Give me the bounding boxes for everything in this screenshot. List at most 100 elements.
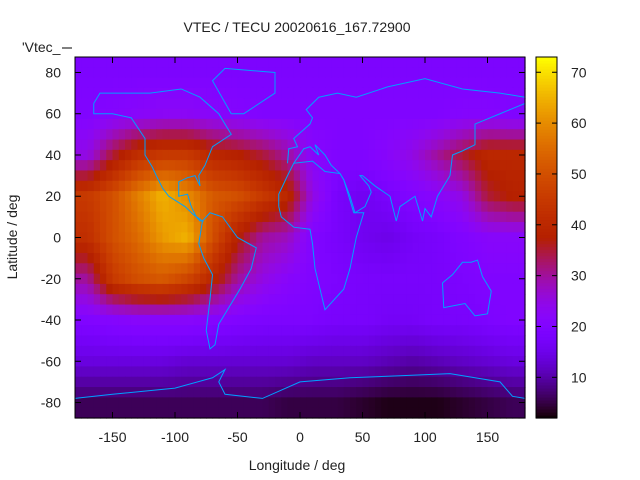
heatmap-cell [400, 356, 407, 368]
heatmap-cell [75, 366, 82, 378]
heatmap-cell [450, 87, 457, 99]
heatmap-cell [225, 149, 232, 161]
heatmap-cell [193, 283, 201, 295]
heatmap-cell [443, 211, 451, 223]
heatmap-cell [206, 87, 214, 99]
heatmap-cell [412, 263, 420, 275]
heatmap-cell [137, 129, 145, 141]
heatmap-cell [131, 191, 139, 202]
colorbar-segment [536, 330, 557, 335]
heatmap-cell [356, 242, 364, 254]
heatmap-cell [387, 345, 395, 357]
heatmap-cell [100, 191, 107, 202]
heatmap-cell [275, 294, 282, 306]
heatmap-cell [456, 283, 464, 295]
heatmap-cell [462, 335, 470, 347]
heatmap-cell [468, 376, 476, 388]
colorbar-segment [536, 198, 557, 202]
heatmap-cell [500, 314, 507, 326]
heatmap-cell [231, 180, 239, 192]
heatmap-cell [162, 98, 170, 110]
heatmap-cell [437, 149, 445, 161]
heatmap-cell [268, 273, 276, 285]
heatmap-cell [93, 201, 101, 213]
heatmap-cell [418, 87, 426, 99]
heatmap-cell [356, 67, 364, 79]
heatmap-cell [256, 201, 264, 213]
heatmap-cell [325, 129, 332, 141]
heatmap-cell [150, 77, 157, 89]
heatmap-cell [218, 387, 226, 398]
heatmap-cell [306, 397, 314, 409]
heatmap-cell [418, 57, 426, 68]
heatmap-cell [212, 160, 220, 172]
heatmap-cell [481, 325, 489, 337]
heatmap-cell [93, 283, 101, 295]
heatmap-cell [200, 108, 207, 120]
heatmap-cell [331, 160, 339, 172]
heatmap-cell [468, 232, 476, 244]
heatmap-cell [256, 283, 264, 295]
heatmap-cell [331, 304, 339, 316]
heatmap-cell [193, 356, 201, 368]
heatmap-cell [400, 201, 407, 213]
heatmap-cell [356, 387, 364, 398]
heatmap-cell [337, 191, 345, 202]
heatmap-cell [418, 170, 426, 182]
heatmap-cell [425, 263, 432, 275]
heatmap-cell [506, 252, 514, 264]
heatmap-cell [387, 118, 395, 130]
heatmap-cell [118, 232, 126, 244]
heatmap-cell [331, 118, 339, 130]
heatmap-cell [318, 273, 326, 285]
heatmap-cell [187, 407, 195, 419]
heatmap-cell [331, 180, 339, 192]
heatmap-cell [412, 77, 420, 89]
heatmap-cell [356, 57, 364, 68]
heatmap-cell [112, 170, 120, 182]
heatmap-cell [287, 407, 295, 419]
heatmap-cell [487, 180, 495, 192]
heatmap-cell [231, 211, 239, 223]
heatmap-cell [287, 160, 295, 172]
heatmap-cell [306, 356, 314, 368]
x-tick-label: -150 [98, 429, 126, 445]
heatmap-cell [312, 211, 320, 223]
heatmap-cell [487, 252, 495, 264]
heatmap-cell [200, 180, 207, 192]
heatmap-cell [87, 242, 95, 254]
heatmap-cell [193, 98, 201, 110]
heatmap-cell [281, 387, 289, 398]
heatmap-cell [375, 77, 382, 89]
heatmap-cell [456, 77, 464, 89]
heatmap-cell [456, 118, 464, 130]
heatmap-cell [462, 149, 470, 161]
heatmap-cell [237, 273, 245, 285]
heatmap-cell [493, 252, 501, 264]
heatmap-cell [393, 170, 401, 182]
heatmap-cell [181, 263, 189, 275]
heatmap-cell [243, 160, 251, 172]
heatmap-cell [425, 98, 432, 110]
heatmap-cell [387, 242, 395, 254]
heatmap-cell [243, 376, 251, 388]
heatmap-cell [468, 191, 476, 202]
heatmap-cell [212, 118, 220, 130]
heatmap-cell [250, 191, 257, 202]
heatmap-cell [243, 77, 251, 89]
heatmap-cell [400, 87, 407, 99]
heatmap-cell [437, 87, 445, 99]
colorbar-segment [536, 246, 557, 251]
heatmap-cell [331, 376, 339, 388]
heatmap-cell [200, 304, 207, 316]
heatmap-cell [225, 201, 232, 213]
heatmap-cell [75, 222, 82, 233]
heatmap-cell [462, 345, 470, 357]
heatmap-cell [250, 211, 257, 223]
heatmap-cell [400, 325, 407, 337]
heatmap-cell [287, 191, 295, 202]
heatmap-cell [137, 67, 145, 79]
heatmap-cell [400, 407, 407, 419]
heatmap-cell [93, 294, 101, 306]
heatmap-cell [487, 139, 495, 151]
